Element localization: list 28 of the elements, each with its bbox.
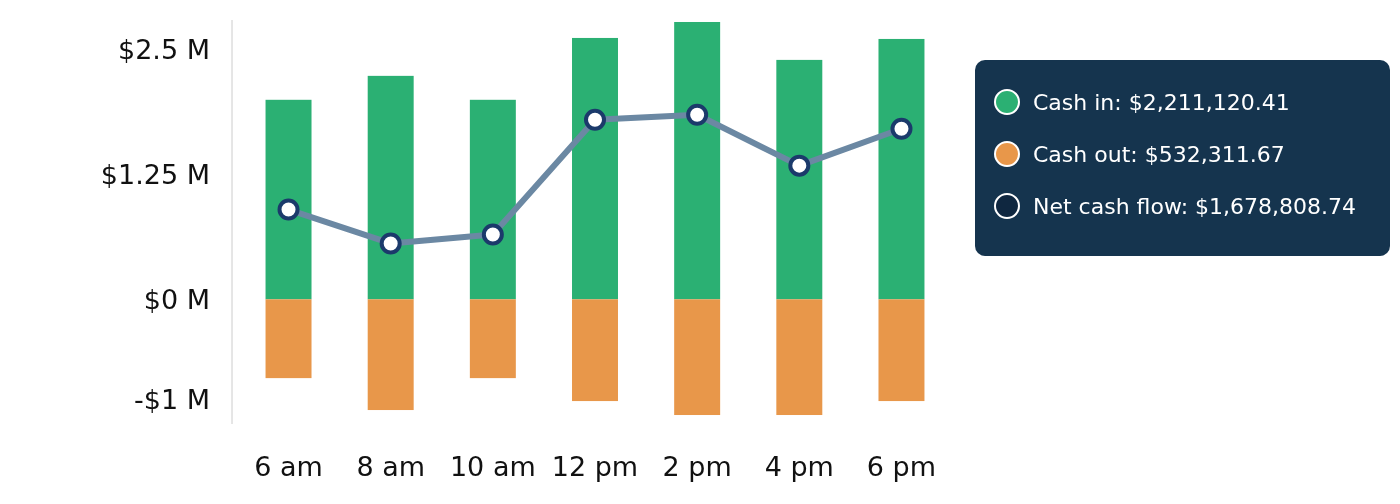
bar <box>776 59 823 300</box>
y-tick-label: $2.5 M <box>118 34 210 66</box>
text: Cash out: $532,311.67 <box>1033 141 1285 167</box>
bar <box>878 38 925 300</box>
y-tick-label: -$1 M <box>134 383 210 415</box>
x-tick-label: 4 pm <box>764 451 834 482</box>
bar <box>469 99 516 300</box>
bar <box>469 299 516 379</box>
bar <box>674 299 721 416</box>
x-tick-label: 10 am <box>449 451 536 482</box>
y-tick-label: $0 M <box>143 283 210 315</box>
y-tick-label: $1.25 M <box>100 159 210 191</box>
x-tick-label: 12 pm <box>551 451 639 482</box>
bar <box>367 299 414 411</box>
bar <box>572 37 618 300</box>
x-tick-label: 6 pm <box>866 451 937 482</box>
bar <box>367 75 414 300</box>
x-tick-label: 6 am <box>254 451 323 482</box>
bar <box>674 22 721 300</box>
x-tick-label: 8 am <box>356 451 425 482</box>
text: Net cash flow: $1,678,808.74 <box>1033 193 1357 219</box>
text: Cash in: $2,211,120.41 <box>1033 89 1290 115</box>
bar <box>265 99 312 300</box>
bar <box>776 299 823 416</box>
bar <box>572 299 618 402</box>
bar <box>265 299 312 379</box>
x-tick-label: 2 pm <box>662 451 732 482</box>
bar <box>878 299 925 402</box>
